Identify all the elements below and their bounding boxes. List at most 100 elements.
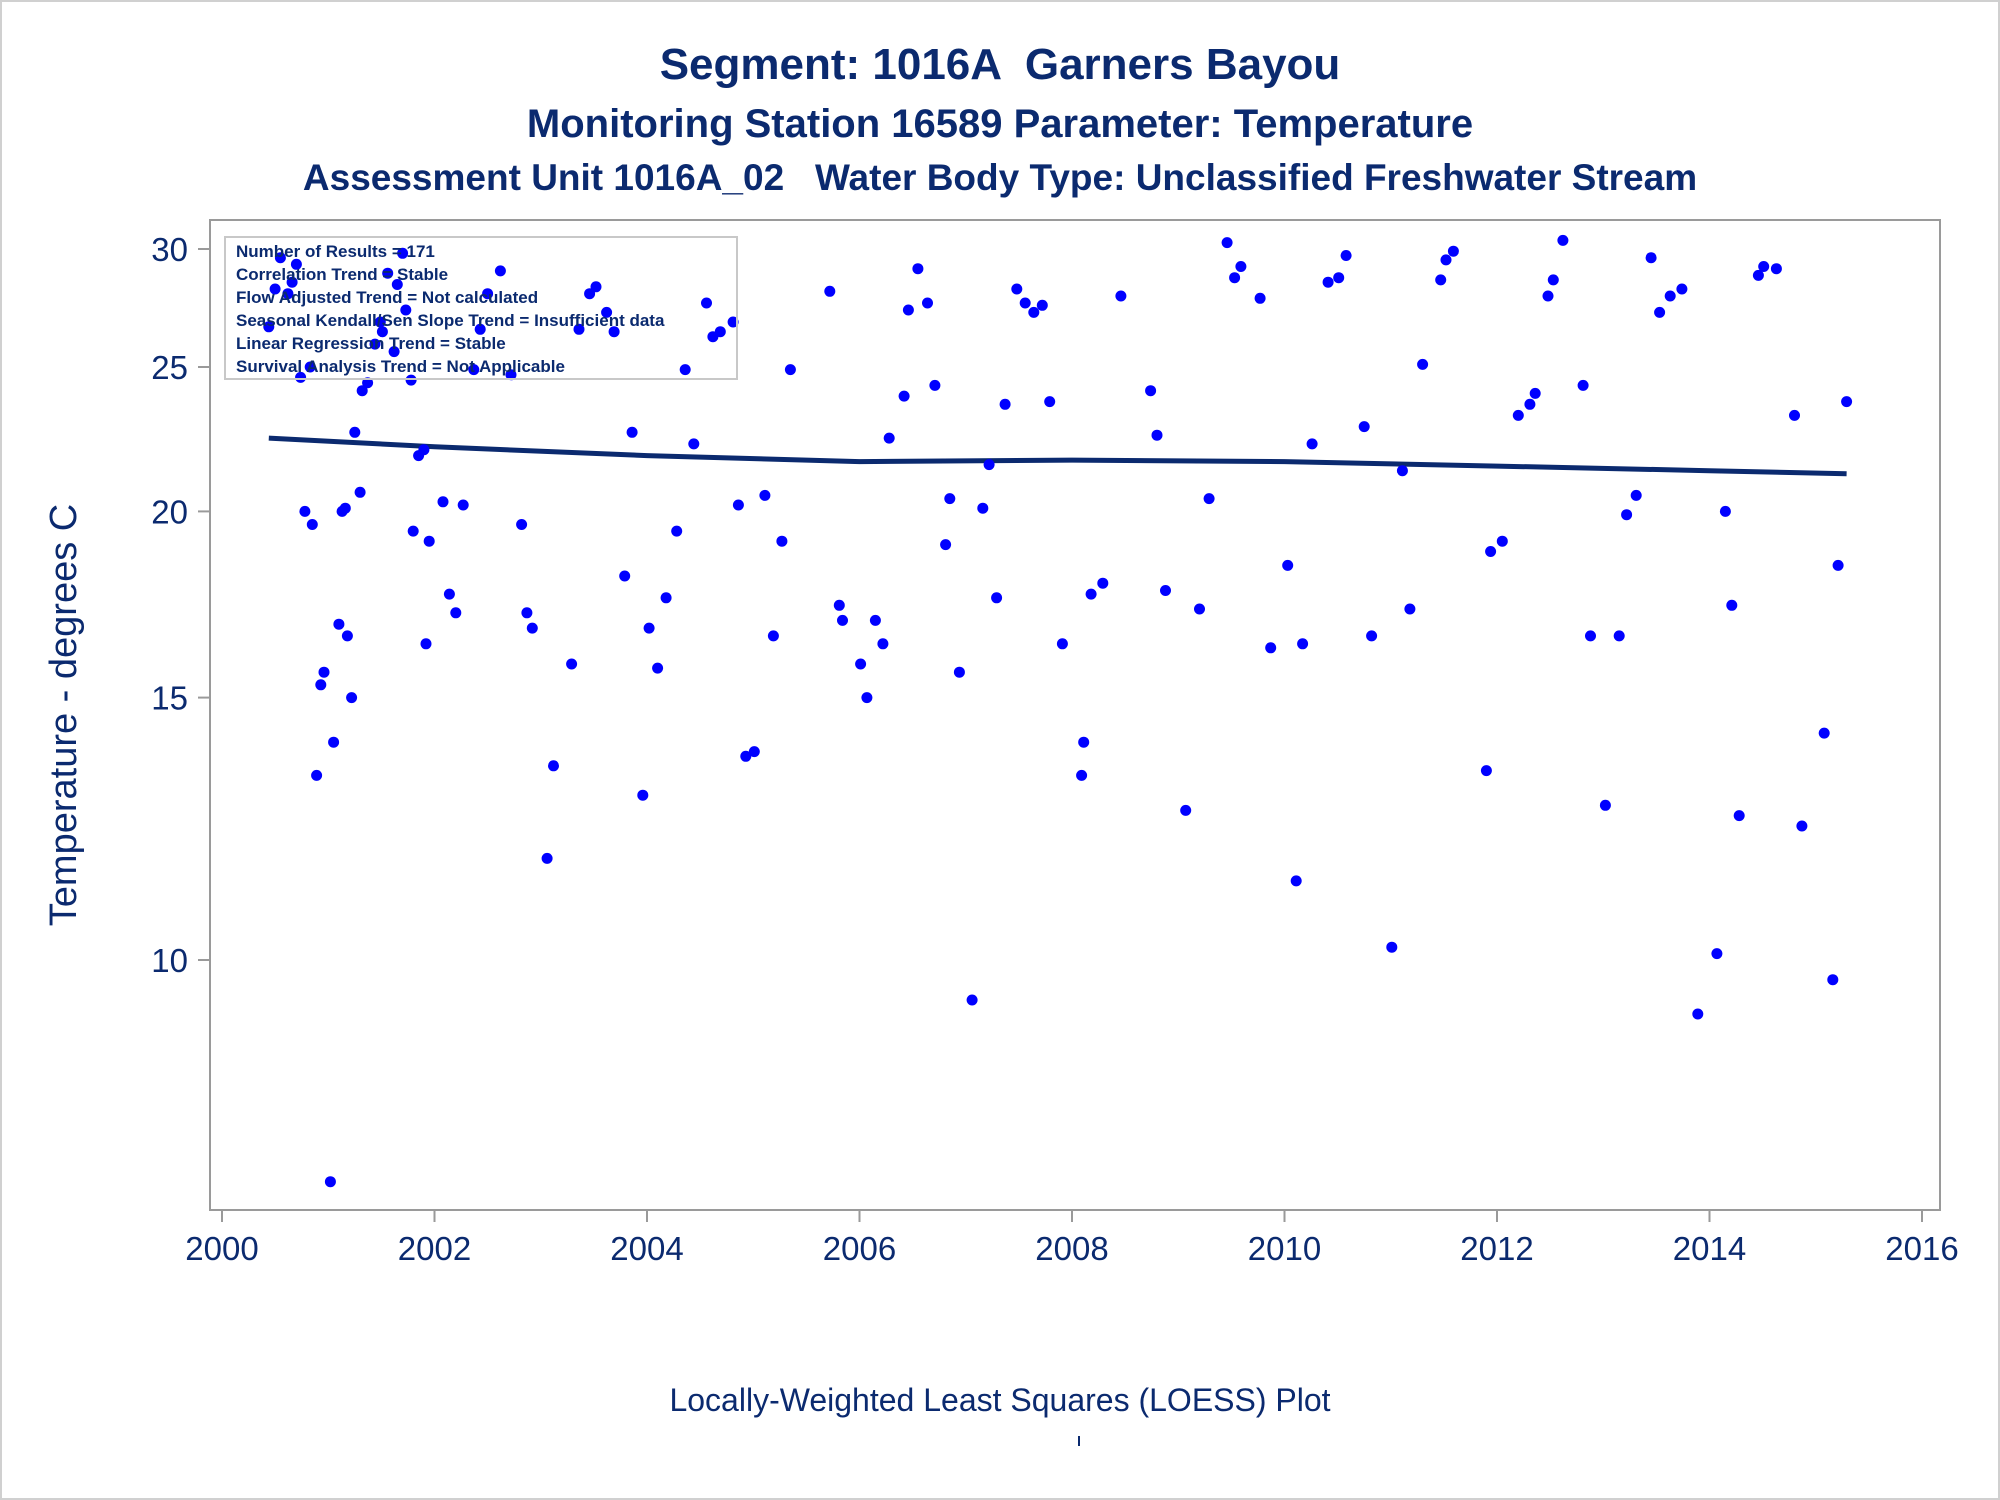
data-point [1203,493,1215,505]
chart-title: Segment: 1016A Garners Bayou [659,40,1341,89]
data-point [505,369,517,381]
data-point [824,285,836,297]
loess-trend-line [268,435,1847,477]
data-point [1396,465,1408,477]
data-point [767,630,779,642]
data-point [637,789,649,801]
y-tick-label: 25 [151,349,188,386]
data-point [482,288,494,300]
data-point [953,666,965,678]
data-point [1229,272,1241,284]
x-tick-label: 2014 [1673,1230,1746,1267]
data-point [776,535,788,547]
data-point [727,316,739,328]
data-point [315,679,327,691]
data-point [407,525,419,537]
data-point [1447,245,1459,257]
data-point [1358,421,1370,433]
data-point [1366,630,1378,642]
data-point [1485,546,1497,557]
data-point [1180,804,1192,816]
y-tick-label: 10 [151,942,188,979]
data-point [1630,489,1642,501]
data-point [619,570,631,582]
data-point [584,288,596,300]
data-point [1770,263,1782,275]
data-point [1085,588,1097,600]
data-point [1076,769,1088,781]
data-point [660,592,672,604]
data-point [1404,603,1416,615]
data-point [1028,306,1040,318]
data-point [423,535,435,547]
data-point [1676,283,1688,295]
data-point [991,592,1003,604]
trend-summary-box: Number of Results = 171 Correlation Tren… [224,236,738,380]
data-point [671,525,683,537]
data-point [299,505,311,517]
data-point [1832,559,1844,571]
data-point [1340,250,1352,261]
data-point [688,438,700,450]
data-point [940,539,952,551]
data-point [282,288,294,300]
data-point [349,426,361,438]
plot-area [209,219,1941,1211]
data-point [1435,274,1447,286]
data-point [1322,276,1334,288]
data-point [1254,292,1266,304]
data-point [837,614,848,626]
data-point [833,599,845,611]
inset-line-seasonal: Seasonal Kendall/Sen Slope Trend = Insuf… [236,311,665,330]
data-point [269,283,281,295]
data-point [590,281,602,293]
data-point [902,304,914,316]
y-tick-label: 20 [151,493,188,530]
data-point [1654,306,1666,318]
data-point [977,502,989,514]
data-point [1529,387,1541,399]
data-point [1440,254,1452,266]
data-point [877,638,889,650]
x-tick-label: 2016 [1885,1230,1958,1267]
data-point [548,760,559,772]
data-point [1841,396,1853,408]
data-point [869,614,881,626]
data-point [450,607,462,619]
data-point [652,662,664,674]
data-point [382,267,394,279]
data-point [855,658,867,670]
data-point [388,346,400,358]
data-point [1221,237,1233,249]
x-tick-label: 2012 [1460,1230,1533,1267]
chart-subtitle: Monitoring Station 16589 Parameter: Temp… [526,102,1474,146]
data-point [369,338,381,350]
data-point [1417,358,1429,370]
data-point [1265,642,1277,654]
data-point [341,630,353,642]
data-point [339,502,351,514]
data-point [1297,638,1309,650]
data-point [748,746,760,758]
data-point [1011,283,1023,295]
data-point [784,364,796,376]
data-point [1547,274,1559,286]
data-point [468,364,480,376]
data-point [400,304,412,316]
data-point [274,252,286,264]
data-point [1818,727,1830,739]
data-point [929,379,941,391]
data-point [516,519,528,530]
inset-line-results: Number of Results = 171 [236,242,435,261]
data-point [573,323,585,335]
data-point [1585,630,1596,642]
x-tick-label: 2008 [1035,1230,1108,1267]
data-point [1664,290,1676,302]
data-point [1758,261,1770,272]
data-point [526,622,538,634]
data-point [1789,409,1800,421]
data-point [1733,810,1745,822]
data-point [1524,398,1536,410]
data-point [311,769,323,781]
data-point [474,323,486,335]
